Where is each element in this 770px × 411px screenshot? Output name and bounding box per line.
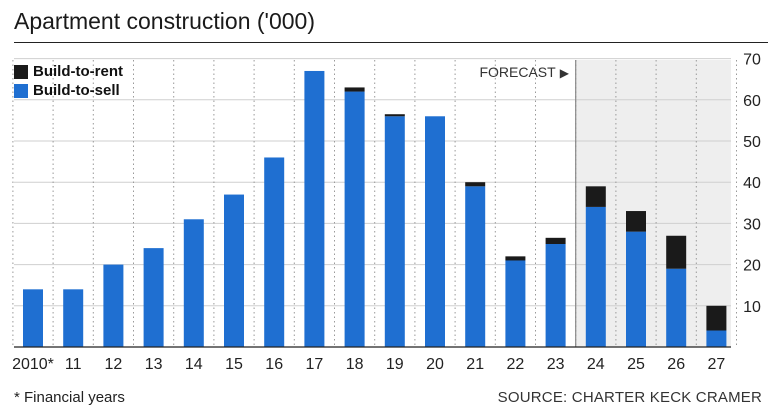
bar-sell-13 bbox=[143, 248, 164, 347]
x-tick-label: 18 bbox=[346, 356, 364, 373]
x-tick-label: 13 bbox=[145, 356, 163, 373]
x-tick-label: 21 bbox=[466, 356, 484, 373]
bar-sell-24 bbox=[585, 206, 606, 347]
bar-sell-25 bbox=[626, 231, 646, 347]
x-tick-label: 23 bbox=[547, 356, 565, 373]
y-tick-label: 60 bbox=[743, 93, 761, 110]
x-tick-label: 12 bbox=[105, 356, 123, 373]
x-tick-label: 25 bbox=[627, 356, 645, 373]
bar-sell-20 bbox=[425, 116, 445, 347]
legend-swatch-sell bbox=[14, 83, 28, 98]
bar-sell-11 bbox=[63, 289, 84, 347]
bar-sell-16 bbox=[264, 157, 285, 347]
source-note: SOURCE: CHARTER KECK CRAMER bbox=[497, 389, 762, 406]
bar-rent-23 bbox=[545, 237, 566, 244]
legend: Build-to-rent Build-to-sell bbox=[14, 62, 123, 100]
bar-sell-27 bbox=[706, 330, 727, 347]
x-tick-label: 24 bbox=[587, 356, 605, 373]
forecast-arrow-icon: ▶ bbox=[560, 66, 570, 80]
x-tick-label: 16 bbox=[265, 356, 283, 373]
bar-sell-18 bbox=[344, 91, 365, 347]
x-tick-label: 26 bbox=[667, 356, 685, 373]
bar-rent-26 bbox=[666, 235, 687, 269]
bar-sell-21 bbox=[465, 186, 486, 347]
bar-rent-24 bbox=[585, 186, 606, 207]
bar-rent-19 bbox=[384, 114, 405, 117]
x-tick-label: 27 bbox=[708, 356, 726, 373]
bar-sell-22 bbox=[505, 260, 526, 347]
x-tick-label: 15 bbox=[225, 356, 243, 373]
bar-sell-19 bbox=[384, 116, 405, 347]
x-tick-label: 14 bbox=[185, 356, 203, 373]
bar-sell-15 bbox=[224, 194, 244, 347]
y-tick-label: 30 bbox=[743, 216, 761, 233]
x-tick-label: 22 bbox=[507, 356, 525, 373]
bar-rent-25 bbox=[626, 211, 646, 232]
chart-title: Apartment construction ('000) bbox=[14, 8, 315, 34]
bar-rent-18 bbox=[344, 87, 365, 92]
legend-label-sell: Build-to-sell bbox=[33, 82, 120, 99]
x-tick-label: 11 bbox=[65, 356, 82, 373]
footnote: * Financial years bbox=[14, 389, 125, 406]
bar-sell-2010* bbox=[23, 289, 43, 347]
bar-rent-22 bbox=[505, 256, 526, 261]
bar-sell-26 bbox=[666, 268, 687, 347]
bar-sell-12 bbox=[103, 264, 124, 347]
y-tick-label: 70 bbox=[743, 52, 761, 69]
bar-sell-23 bbox=[545, 244, 566, 347]
bar-rent-21 bbox=[465, 182, 486, 187]
x-tick-label: 17 bbox=[306, 356, 324, 373]
y-tick-label: 50 bbox=[743, 134, 761, 151]
bar-rent-27 bbox=[706, 305, 727, 331]
y-tick-label: 40 bbox=[743, 175, 761, 192]
legend-item-rent: Build-to-rent bbox=[14, 62, 123, 81]
y-tick-label: 20 bbox=[743, 258, 761, 275]
legend-label-rent: Build-to-rent bbox=[33, 63, 123, 80]
x-tick-label: 20 bbox=[426, 356, 444, 373]
title-rule bbox=[14, 42, 768, 43]
legend-swatch-rent bbox=[14, 64, 28, 79]
y-tick-label: 10 bbox=[743, 299, 761, 316]
x-tick-label: 2010* bbox=[12, 356, 54, 373]
x-tick-label: 19 bbox=[386, 356, 404, 373]
bar-sell-17 bbox=[304, 70, 325, 348]
bar-sell-14 bbox=[183, 219, 204, 347]
forecast-label: FORECAST bbox=[479, 64, 556, 80]
legend-item-sell: Build-to-sell bbox=[14, 81, 123, 100]
